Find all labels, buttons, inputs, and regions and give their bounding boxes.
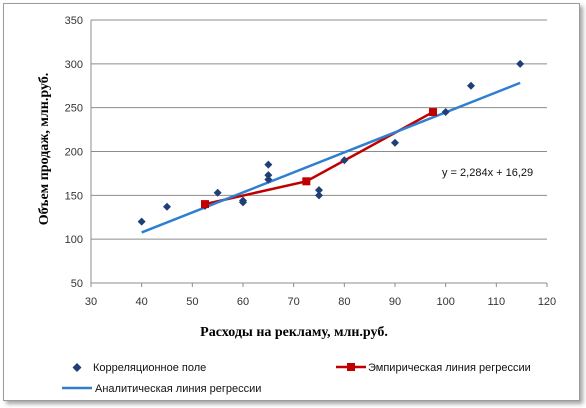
empirical-point: [201, 200, 209, 209]
chart-frame: 30 40 50 60 70 80 90 100 110 120 50 100 150 200 250 30…: [3, 3, 580, 401]
x-tick-label: 100: [436, 296, 454, 308]
data-point: [239, 196, 247, 205]
axes: [90, 20, 548, 287]
legend-label-correlation: Корреляционное поле: [93, 362, 206, 374]
x-tick-label: 120: [538, 296, 556, 308]
data-point: [315, 191, 323, 200]
analytical-regression-line: [141, 81, 521, 234]
legend-item-analytical: Аналитическая линия регрессии: [62, 383, 261, 395]
series: [137, 59, 525, 234]
y-tick-label: 200: [65, 147, 83, 159]
y-tick-label: 350: [65, 15, 83, 27]
x-tick-label: 60: [237, 296, 249, 308]
x-tick-label: 110: [488, 296, 506, 308]
legend: Корреляционное поле Эмпирическая линия р…: [62, 362, 531, 395]
legend-label-analytical: Аналитическая линия регрессии: [95, 383, 261, 395]
data-point: [441, 108, 450, 117]
data-point: [516, 59, 525, 68]
x-tick-label: 80: [338, 296, 350, 308]
data-point: [163, 202, 171, 211]
grid-lines: [91, 19, 547, 240]
data-point: [467, 81, 475, 90]
x-tick-label: 70: [288, 296, 300, 308]
x-axis-title: Расходы на рекламу, млн.руб.: [200, 325, 388, 340]
legend-marker-diamond: [72, 363, 82, 372]
x-tick-labels: 30 40 50 60 70 80 90 100 110 120: [85, 296, 556, 308]
data-point: [213, 188, 222, 197]
y-tick-label: 250: [65, 103, 83, 115]
x-tick-label: 90: [389, 296, 401, 308]
empirical-point: [302, 177, 311, 186]
y-tick-label: 100: [65, 234, 83, 246]
empirical-point: [429, 108, 437, 117]
y-tick-label: 150: [65, 190, 83, 202]
legend-marker-square: [347, 363, 355, 371]
x-tick-label: 30: [85, 296, 97, 308]
data-point: [264, 175, 273, 184]
y-tick-labels: 50 100 150 200 250 300 350: [65, 15, 83, 290]
x-tick-label: 40: [136, 296, 148, 308]
data-point: [264, 171, 273, 180]
chart: 30 40 50 60 70 80 90 100 110 120 50 100 150 200 250 30…: [37, 15, 556, 395]
data-point: [391, 138, 399, 147]
data-point: [340, 156, 349, 165]
data-point: [315, 186, 323, 195]
y-tick-label: 50: [71, 278, 83, 290]
data-point: [137, 217, 146, 226]
x-tick-label: 50: [186, 296, 198, 308]
regression-equation: y = 2,284x + 16,29: [442, 167, 533, 179]
y-tick-label: 300: [65, 59, 83, 71]
y-axis-title: Объем продаж, млн.руб.: [37, 73, 52, 226]
legend-item-empirical: Эмпирическая линия регрессии: [336, 362, 531, 374]
legend-item-correlation: Корреляционное поле: [72, 362, 206, 374]
legend-label-empirical: Эмпирическая линия регрессии: [368, 362, 531, 374]
data-point: [264, 160, 273, 169]
